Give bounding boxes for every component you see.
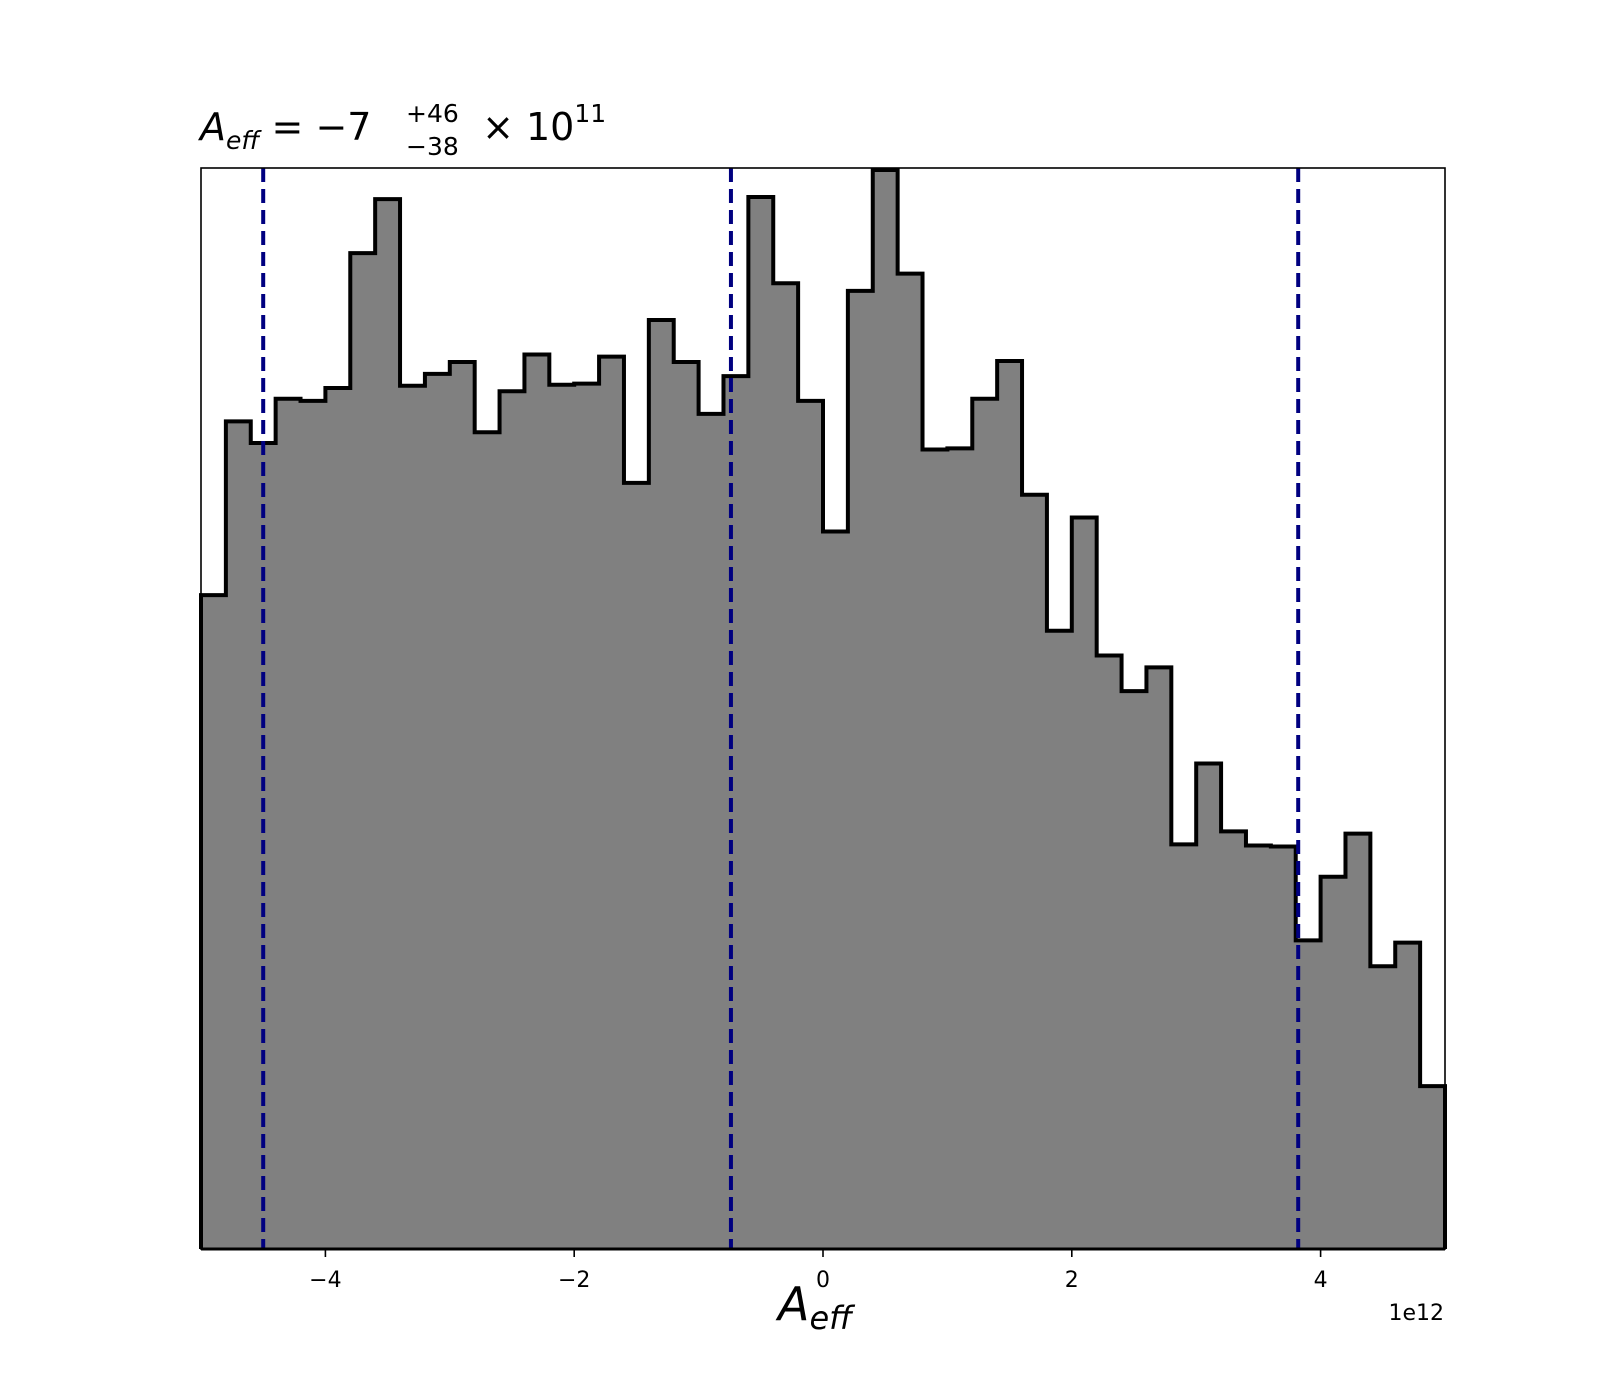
histogram-bar — [748, 196, 774, 1250]
histogram-bar — [201, 595, 227, 1249]
histogram-bar — [897, 273, 924, 1250]
title-scale: × 1011 — [470, 99, 606, 149]
histogram-bar — [698, 413, 725, 1249]
title-times-ten: × 10 — [470, 105, 574, 149]
histogram-bar — [623, 482, 650, 1249]
histogram-bar — [375, 199, 401, 1249]
title-upper-error: +46 — [406, 99, 459, 128]
title-exponent: 11 — [574, 99, 606, 128]
histogram-bar — [1096, 655, 1123, 1249]
histogram-step-outline — [199, 168, 1447, 1249]
x-axis-label: Aeff — [775, 1277, 856, 1337]
x-tick-label: −4 — [309, 1268, 341, 1293]
title-variable-subscript: eff — [226, 126, 262, 155]
quantile-lines — [261, 168, 1301, 1249]
histogram-bar — [524, 354, 550, 1249]
histogram-bar — [1221, 831, 1247, 1249]
histogram-bar — [648, 319, 675, 1250]
histogram-bar — [1395, 942, 1421, 1249]
histogram-bar — [1071, 517, 1098, 1249]
histogram-bar — [1370, 966, 1396, 1249]
histogram-bar — [723, 376, 749, 1249]
histogram-bar — [350, 253, 376, 1249]
histogram-bar — [1245, 845, 1272, 1249]
histogram-bars — [201, 170, 1446, 1250]
chart-title: Aeff = −7 — [197, 105, 371, 155]
histogram-bar — [474, 432, 501, 1249]
histogram-bar — [424, 373, 451, 1249]
histogram-bar — [1320, 876, 1347, 1249]
histogram-bar — [1146, 667, 1172, 1249]
x-tick-label: −2 — [558, 1268, 590, 1293]
histogram-bar — [400, 385, 426, 1249]
histogram-bar — [773, 283, 799, 1249]
histogram-bar — [798, 400, 824, 1249]
title-value: −7 — [315, 105, 371, 149]
x-axis-label-variable: A — [775, 1277, 809, 1331]
x-axis-offset-label: 1e12 — [1388, 1301, 1444, 1326]
histogram-bar — [549, 384, 575, 1249]
histogram-bar — [325, 387, 351, 1249]
histogram-bar — [997, 360, 1023, 1249]
histogram-bar — [922, 449, 948, 1249]
histogram-bar — [1196, 763, 1222, 1249]
x-axis-ticks: −4 −2 0 2 4 — [309, 1249, 1328, 1293]
histogram-bar — [1022, 494, 1048, 1249]
histogram-bar — [972, 398, 998, 1249]
histogram-bar — [449, 362, 476, 1249]
histogram-bar — [1420, 1086, 1446, 1249]
histogram-bar — [225, 421, 252, 1250]
title-equals: = — [259, 105, 315, 149]
histogram-bar — [1046, 630, 1073, 1249]
histogram-bar — [275, 398, 302, 1249]
histogram-bar — [574, 383, 600, 1250]
histogram-bar — [599, 356, 625, 1249]
histogram-bar — [300, 400, 326, 1249]
x-axis-label-subscript: eff — [809, 1299, 856, 1337]
histogram-bar — [823, 531, 849, 1249]
histogram-bar — [1171, 844, 1197, 1249]
x-tick-label: 0 — [816, 1268, 830, 1293]
title-lower-error: −38 — [406, 132, 459, 161]
histogram-bar — [1121, 691, 1148, 1249]
x-tick-label: 2 — [1065, 1268, 1079, 1293]
histogram-bar — [847, 290, 874, 1249]
x-tick-label: 4 — [1314, 1268, 1328, 1293]
histogram-bar — [499, 391, 526, 1249]
histogram-bar — [872, 170, 899, 1249]
histogram-bar — [1270, 846, 1297, 1249]
histogram-bar — [947, 448, 973, 1250]
histogram-bar — [673, 362, 700, 1249]
histogram-bar — [1345, 833, 1371, 1249]
title-variable: A — [197, 105, 226, 149]
